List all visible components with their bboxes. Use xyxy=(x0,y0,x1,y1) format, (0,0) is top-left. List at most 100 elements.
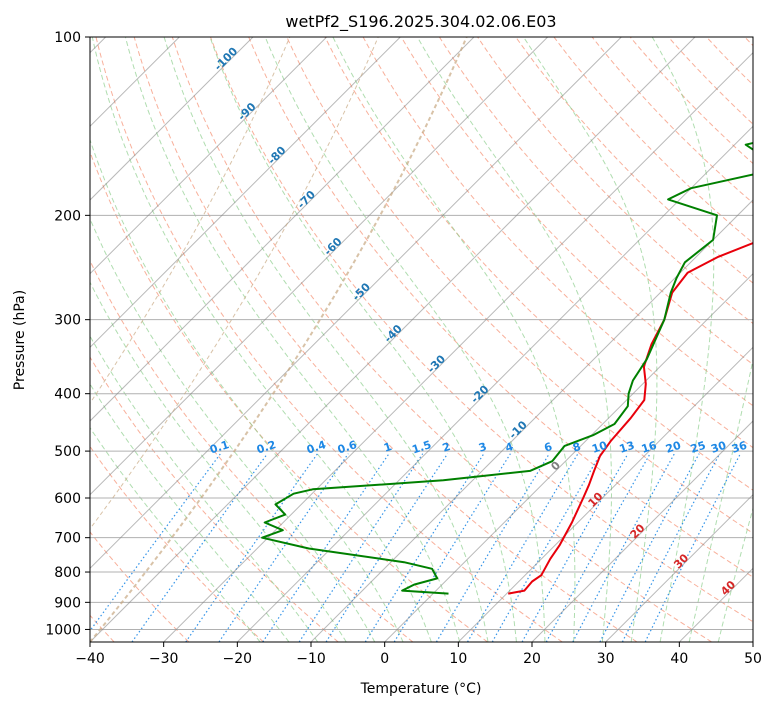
moist-adiabat xyxy=(416,37,612,642)
mixing-ratio-label: 8 xyxy=(571,440,582,455)
reference-curve xyxy=(90,37,379,530)
isotherm xyxy=(236,125,753,642)
temperature-line xyxy=(508,241,753,595)
mixing-ratio-line xyxy=(185,453,318,642)
dry-adiabat xyxy=(286,37,753,534)
x-tick-label: −10 xyxy=(296,651,326,667)
y-tick-label: 600 xyxy=(54,491,81,507)
x-tick-label: −40 xyxy=(75,651,105,667)
dry-adiabat xyxy=(171,37,712,642)
y-axis-label: Pressure (hPa) xyxy=(12,290,28,390)
moist-adiabat xyxy=(264,37,546,642)
sounding-series xyxy=(261,141,753,595)
plot-frame xyxy=(89,36,754,643)
isotherm xyxy=(90,37,622,570)
mixing-ratio-line xyxy=(131,453,268,642)
x-axis-label: Temperature (°C) xyxy=(360,681,482,697)
dry-adiabat xyxy=(591,37,753,204)
y-tick-label: 300 xyxy=(54,313,81,329)
y-tick-label: 400 xyxy=(54,387,81,403)
mixing-ratio-line xyxy=(218,453,349,642)
mixing-ratio-label: 2 xyxy=(441,440,452,455)
moist-adiabat xyxy=(717,506,753,642)
mixing-ratio-line xyxy=(298,453,424,642)
isotherm xyxy=(531,420,753,642)
dry-adiabat xyxy=(324,37,753,491)
dry-adiabat xyxy=(133,37,638,642)
isotherm xyxy=(90,37,328,275)
moist-adiabat xyxy=(332,37,576,642)
mixing-ratio-line xyxy=(90,453,221,632)
moist-adiabats xyxy=(90,37,753,642)
dry-adiabat xyxy=(248,37,753,578)
y-tick-label: 700 xyxy=(54,531,81,547)
mixing-ratio-label: 30 xyxy=(709,439,728,456)
moist-adiabat xyxy=(90,426,261,642)
mixing-ratio-label: 4 xyxy=(504,440,516,455)
mixing-ratio-line xyxy=(521,453,629,642)
y-tick-label: 800 xyxy=(54,565,81,581)
moist-adiabat xyxy=(90,138,404,642)
isotherm xyxy=(605,493,753,642)
isotherm xyxy=(90,37,475,422)
mixing-ratio-label: 0.2 xyxy=(255,438,278,456)
y-tick-label: 200 xyxy=(54,208,81,224)
moist-adiabat xyxy=(90,281,347,642)
isotherms xyxy=(90,37,753,642)
chart-title: wetPf2_S196.2025.304.02.06.E03 xyxy=(285,12,556,32)
moist-adiabat xyxy=(90,217,376,642)
isotherm xyxy=(457,346,753,642)
dry-adiabat xyxy=(95,37,563,642)
moist-adiabat xyxy=(209,37,517,642)
dry-adiabat xyxy=(553,37,753,244)
mixing-ratio-label: 0.6 xyxy=(336,438,359,456)
dry-adiabat xyxy=(477,37,753,325)
y-axis: 100 200 300 400 500 600 700 800 900 1000 xyxy=(45,30,90,638)
plot-area: -100-90-80-70-60-50-40-30-20-10010203040… xyxy=(90,37,753,642)
mixing-ratio-label: 25 xyxy=(689,439,708,456)
mixing-ratio-line xyxy=(325,453,449,642)
x-tick-label: 20 xyxy=(523,651,541,667)
moist-adiabat xyxy=(90,335,319,642)
moist-adiabat xyxy=(91,37,432,642)
moist-adiabat xyxy=(523,37,658,642)
y-tick-label: 100 xyxy=(54,30,81,46)
reference-curve xyxy=(90,37,291,405)
y-tick-label: 1000 xyxy=(45,622,81,638)
mixing-ratio-label: 16 xyxy=(640,439,659,456)
dry-adiabat xyxy=(90,356,339,642)
isotherm xyxy=(384,272,753,642)
x-tick-label: 0 xyxy=(380,651,389,667)
isotherm xyxy=(90,37,401,349)
dry-adiabat xyxy=(438,37,753,365)
mixing-ratio-label: 20 xyxy=(664,439,683,456)
mixing-ratio-label: 1 xyxy=(382,440,393,455)
moist-adiabat xyxy=(651,37,715,642)
moist-adiabat xyxy=(163,37,489,642)
mixing-ratio-label: 3 xyxy=(477,440,488,455)
dry-adiabat xyxy=(400,37,753,407)
y-tick-label: 900 xyxy=(54,595,81,611)
mixing-ratio-label: 1.5 xyxy=(410,438,433,456)
curved-reference-lines xyxy=(90,37,468,642)
x-tick-label: 50 xyxy=(744,651,762,667)
isotherm xyxy=(310,199,753,642)
mixing-ratio-label: 36 xyxy=(730,439,749,456)
dry-adiabat xyxy=(90,150,488,642)
dry-adiabat xyxy=(90,531,190,642)
dry-adiabat xyxy=(90,259,414,642)
isotherm xyxy=(90,37,549,496)
dewpoint-line xyxy=(261,141,753,595)
mixing-ratio-label: 13 xyxy=(618,439,637,456)
x-axis: −40 −30 −20 −10 0 10 20 30 40 50 xyxy=(75,642,762,667)
x-tick-label: 10 xyxy=(449,651,467,667)
isotherm xyxy=(90,37,696,642)
mixing-ratio-label: 10 xyxy=(590,439,609,456)
mixing-ratio-label: 6 xyxy=(543,440,555,455)
x-tick-label: −30 xyxy=(149,651,179,667)
y-tick-label: 500 xyxy=(54,444,81,460)
x-tick-label: 30 xyxy=(597,651,615,667)
reference-curve xyxy=(90,37,468,642)
mixing-ratio-line xyxy=(599,453,700,642)
